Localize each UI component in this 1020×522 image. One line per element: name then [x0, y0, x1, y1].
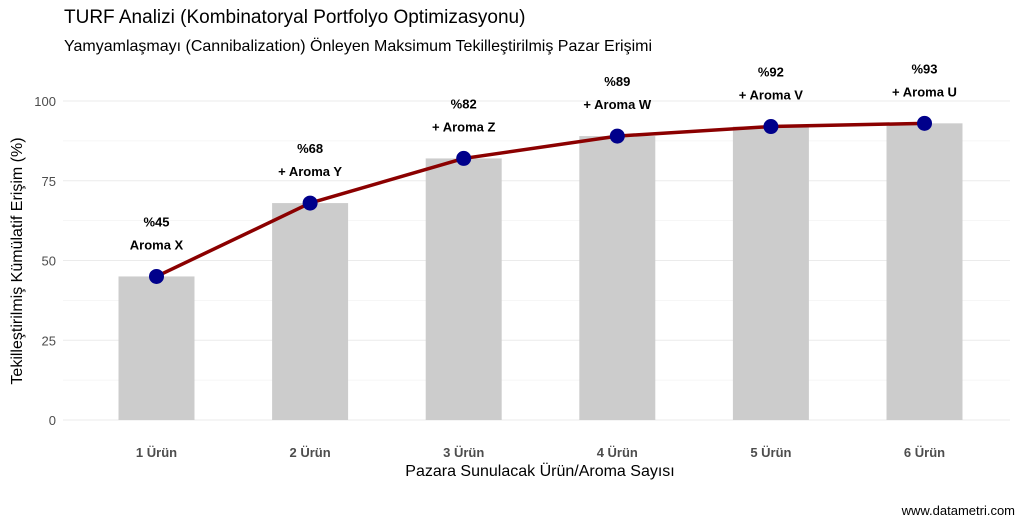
value-label: %89 — [604, 74, 630, 89]
bar — [579, 136, 656, 420]
bar — [425, 158, 502, 421]
data-point — [917, 115, 932, 131]
source-caption: www.datametri.com — [901, 503, 1015, 518]
value-label: %92 — [758, 65, 784, 80]
item-label: Aroma X — [130, 237, 184, 252]
data-labels: %45 Aroma X %68 + Aroma Y %82 + Aroma Z %89 + A… — [130, 61, 957, 252]
value-label: %68 — [297, 141, 323, 156]
bar — [272, 203, 349, 420]
x-tick-label: 4 Ürün — [597, 445, 638, 460]
line-path — [155, 121, 925, 279]
value-label: %45 — [143, 214, 169, 229]
x-axis-ticks: 1 Ürün 2 Ürün 3 Ürün 4 Ürün 5 Ürün 6 Ürün — [136, 445, 945, 460]
x-axis-label: Pazara Sunulacak Ürün/Aroma Sayısı — [405, 463, 675, 480]
x-tick-label: 1 Ürün — [136, 445, 177, 460]
cumulative-line — [155, 121, 925, 279]
value-label: %82 — [451, 96, 477, 111]
data-point — [302, 195, 318, 211]
value-label: %93 — [911, 61, 937, 76]
x-tick-label: 5 Ürün — [750, 445, 791, 460]
item-label: + Aroma Z — [432, 119, 496, 134]
y-tick-label: 100 — [34, 94, 56, 109]
y-tick-label: 50 — [42, 254, 56, 269]
data-points — [149, 115, 932, 284]
bar — [118, 276, 195, 420]
data-point — [609, 128, 625, 144]
bars — [118, 123, 963, 421]
bar — [886, 123, 963, 420]
x-tick-label: 3 Ürün — [443, 445, 484, 460]
x-tick-label: 2 Ürün — [290, 445, 331, 460]
item-label: + Aroma Y — [278, 164, 342, 179]
item-label: + Aroma V — [739, 88, 804, 103]
y-axis-ticks: 0 25 50 75 100 — [34, 94, 56, 428]
chart-subtitle: Yamyamlaşmayı (Cannibalization) Önleyen … — [64, 38, 653, 55]
data-point — [456, 150, 472, 166]
item-label: + Aroma U — [892, 84, 957, 99]
bar — [732, 126, 809, 421]
data-point — [763, 119, 779, 135]
item-label: + Aroma W — [583, 97, 652, 112]
chart-title: TURF Analizi (Kombinatoryal Portfolyo Op… — [64, 7, 526, 28]
data-point — [149, 268, 164, 284]
gridlines — [63, 100, 1010, 421]
y-tick-label: 0 — [49, 413, 56, 428]
x-tick-label: 6 Ürün — [904, 445, 945, 460]
y-axis-label: Tekilleştirilmiş Kümülatif Erişim (%) — [9, 137, 26, 385]
y-tick-label: 25 — [42, 333, 56, 348]
y-tick-label: 75 — [42, 174, 56, 189]
